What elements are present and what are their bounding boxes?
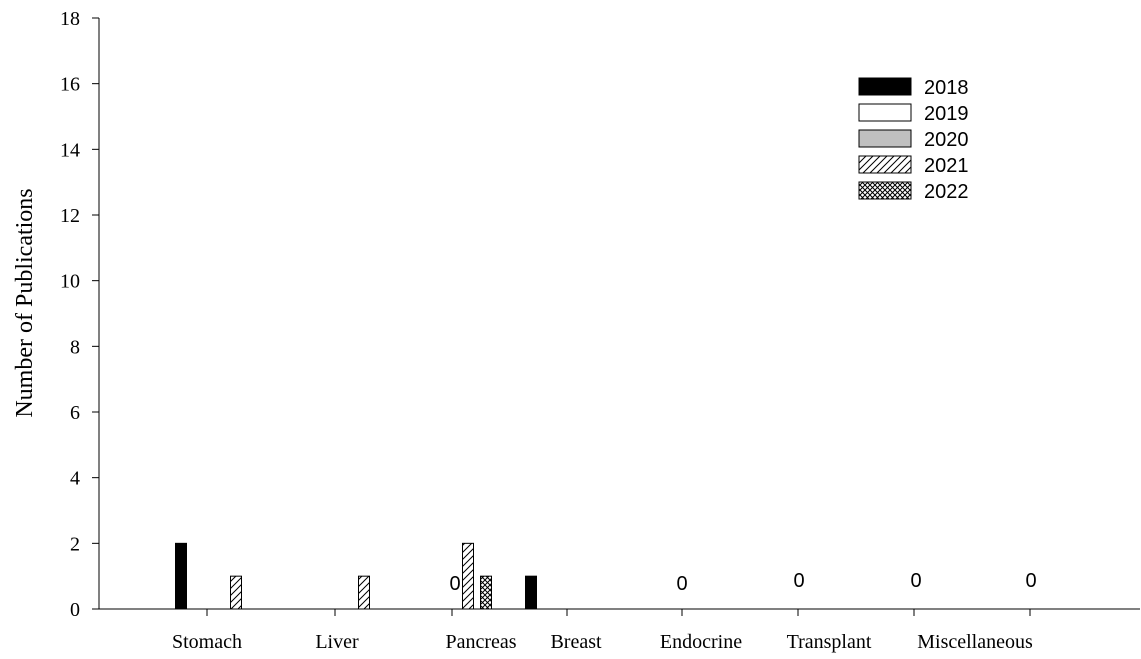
x-tick-label: Stomach xyxy=(172,631,242,653)
legend-label-2020: 2020 xyxy=(924,129,969,151)
bar-2018-breast xyxy=(525,575,537,610)
y-tick-label: 4 xyxy=(70,468,80,490)
zero-labels: 0 0 0 0 0 xyxy=(449,570,1036,595)
legend: 2018 2019 2020 2021 2022 xyxy=(858,77,969,203)
zero-value-label: 0 xyxy=(793,570,804,592)
bar-2022-pancreas xyxy=(480,575,492,610)
y-tick-label: 14 xyxy=(60,139,80,161)
y-tick-label: 8 xyxy=(70,336,80,358)
legend-swatch-2022 xyxy=(858,181,912,200)
y-tick-label: 2 xyxy=(70,533,80,555)
legend-label-2018: 2018 xyxy=(924,77,969,99)
legend-swatch-2018 xyxy=(858,77,912,96)
x-tick-label: Breast xyxy=(550,631,602,653)
legend-swatch-2019 xyxy=(858,103,912,122)
x-tick-label: Transplant xyxy=(787,631,872,653)
y-tick-label: 12 xyxy=(60,205,80,227)
y-tick-label: 6 xyxy=(70,402,80,424)
bar-2021-stomach xyxy=(230,575,242,610)
x-tick-label: Liver xyxy=(315,631,359,653)
axes xyxy=(98,18,1140,610)
legend-label-2022: 2022 xyxy=(924,181,969,203)
y-tick-label: 16 xyxy=(60,74,80,96)
y-tick-label: 10 xyxy=(60,271,80,293)
zero-value-label: 0 xyxy=(1025,570,1036,592)
x-tick-label: Miscellaneous xyxy=(917,631,1033,653)
y-axis-title: Number of Publications xyxy=(12,188,38,417)
bar-2021-pancreas xyxy=(462,542,474,610)
zero-value-label: 0 xyxy=(676,573,687,595)
y-tick-label: 18 xyxy=(60,8,80,30)
legend-label-2019: 2019 xyxy=(924,103,969,125)
bar-2021-liver xyxy=(358,575,370,610)
legend-label-2021: 2021 xyxy=(924,155,969,177)
bars xyxy=(175,542,537,610)
x-tick-label: Pancreas xyxy=(445,631,516,653)
zero-value-label: 0 xyxy=(449,573,460,595)
zero-value-label: 0 xyxy=(910,570,921,592)
y-ticks: 0 2 4 6 8 10 12 14 16 18 xyxy=(60,8,99,621)
x-ticks: Stomach Liver Pancreas Breast Endocrine Trans… xyxy=(172,609,1033,653)
x-tick-label: Endocrine xyxy=(660,631,742,653)
bar-2018-stomach xyxy=(175,542,187,610)
legend-swatch-2020 xyxy=(858,129,912,148)
y-tick-label: 0 xyxy=(70,599,80,621)
legend-swatch-2021 xyxy=(858,155,912,174)
